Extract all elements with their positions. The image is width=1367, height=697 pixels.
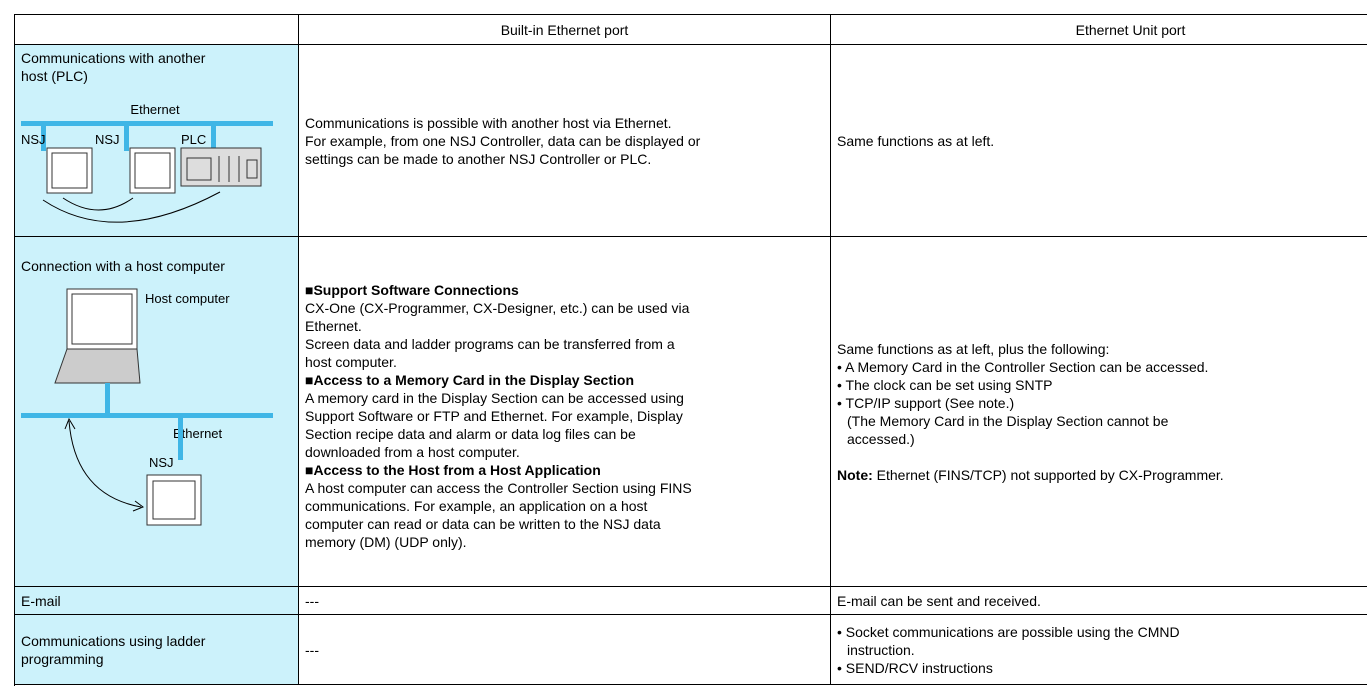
- monitor: [51, 152, 88, 189]
- note: Note: Ethernet (FINS/TCP) not supported …: [837, 466, 1367, 484]
- table-cell: Connection with a host computer: [15, 237, 299, 587]
- bullet-line: accessed.): [847, 430, 915, 447]
- table-cell: Communications is possible with another …: [299, 45, 831, 237]
- diagram-label: NSJ: [21, 132, 46, 147]
- drop: [41, 121, 46, 151]
- text-line: Screen data and ladder programs can be t…: [305, 335, 675, 352]
- table-cell: Built-in Ethernet port: [299, 15, 831, 45]
- note-label: Note:: [837, 466, 873, 483]
- bullet-line: • A Memory Card in the Controller Sectio…: [837, 358, 1209, 375]
- note-text: Ethernet (FINS/TCP) not supported by CX-…: [876, 466, 1224, 483]
- table-cell: Same functions as at left.: [831, 45, 1367, 237]
- table-cell: ■Support Software Connections CX-One (CX-…: [299, 237, 831, 587]
- text-line: memory (DM) (UDP only).: [305, 533, 467, 550]
- text-line: Same functions as at left.: [837, 132, 995, 149]
- table-cell: • Socket communications are possible usi…: [831, 615, 1367, 685]
- text-line: Communications is possible with another …: [305, 114, 672, 131]
- diagram-label: NSJ: [149, 455, 174, 470]
- monitor: [134, 152, 171, 189]
- text-line: A host computer can access the Controlle…: [305, 479, 692, 496]
- text-line: ---: [305, 592, 319, 609]
- text-line: E-mail: [21, 592, 61, 609]
- text-line: For example, from one NSJ Controller, da…: [305, 132, 701, 149]
- table-cell: Communications using ladder programming: [15, 615, 299, 685]
- text-line: Section recipe data and alarm or data lo…: [305, 425, 636, 442]
- text-line: computer can read or data can be written…: [305, 515, 661, 532]
- text-line: Ethernet.: [305, 317, 362, 334]
- arrowhead: [64, 417, 145, 512]
- text-line: Communications with another: [21, 50, 206, 66]
- text-line: Same functions as at left, plus the foll…: [837, 340, 1110, 357]
- comparison-table: Built-in Ethernet port Ethernet Unit port…: [14, 14, 1367, 686]
- bullet-line: • SEND/RCV instructions: [837, 659, 993, 676]
- bullet-line: (The Memory Card in the Display Section …: [847, 412, 1169, 429]
- drop: [105, 383, 110, 413]
- ethernet-bus: [21, 413, 273, 418]
- host-diagram: Host computer Ethernet NSJ: [21, 288, 273, 526]
- plc-diagram: Ethernet NSJ NSJ PLC: [21, 102, 273, 223]
- table-cell: E-mail can be sent and received.: [831, 587, 1367, 615]
- drop: [124, 121, 129, 151]
- diagram-label: NSJ: [95, 132, 120, 147]
- bullet-line: instruction.: [847, 641, 915, 658]
- column-header: Built-in Ethernet port: [500, 21, 629, 38]
- diagram-label: PLC: [181, 132, 206, 147]
- section-heading: ■Access to the Host from a Host Applicat…: [305, 461, 601, 478]
- column-header: Ethernet Unit port: [1075, 21, 1186, 38]
- table-cell: ---: [299, 615, 831, 685]
- table-cell: Ethernet Unit port: [831, 15, 1367, 45]
- text-line: host (PLC): [21, 68, 88, 84]
- text-line: Support Software or FTP and Ethernet. Fo…: [305, 407, 683, 424]
- table-cell: ---: [299, 587, 831, 615]
- text-line: downloaded from a host computer.: [305, 443, 520, 460]
- diagram-label: Host computer: [145, 291, 230, 306]
- diagram-label: Ethernet: [130, 102, 180, 117]
- text-line: ---: [305, 641, 319, 658]
- text-line: Communications using ladder: [21, 632, 206, 649]
- text-line: CX-One (CX-Programmer, CX-Designer, etc.…: [305, 299, 690, 316]
- drop: [178, 418, 183, 460]
- text-line: programming: [21, 650, 104, 667]
- arrow: [62, 197, 134, 211]
- table-cell: Communications with another host (PLC): [15, 45, 299, 237]
- section-heading: ■Support Software Connections: [305, 281, 519, 298]
- section-heading: ■Access to a Memory Card in the Display …: [305, 371, 634, 388]
- table-cell: [15, 15, 299, 45]
- text-line: host computer.: [305, 353, 397, 370]
- bullet-line: • The clock can be set using SNTP: [837, 376, 1053, 393]
- text-line: A memory card in the Display Section can…: [305, 389, 684, 406]
- ethernet-bus: [21, 121, 273, 126]
- diagram-label: Ethernet: [173, 426, 223, 441]
- laptop-screen: [71, 293, 133, 345]
- bullet-line: • Socket communications are possible usi…: [837, 623, 1180, 640]
- laptop-base: [54, 348, 141, 384]
- table-cell: E-mail: [15, 587, 299, 615]
- table-cell: Same functions as at left, plus the foll…: [831, 237, 1367, 587]
- arrow: [42, 191, 221, 223]
- text-line: communications. For example, an applicat…: [305, 497, 648, 514]
- plc-detail: [186, 156, 258, 182]
- arrow: [68, 420, 142, 508]
- bullet-line: • TCP/IP support (See note.): [837, 394, 1015, 411]
- text-line: Connection with a host computer: [21, 258, 225, 274]
- drop: [211, 121, 216, 151]
- text-line: settings can be made to another NSJ Cont…: [305, 150, 652, 167]
- monitor: [152, 480, 196, 520]
- text-line: E-mail can be sent and received.: [837, 592, 1041, 609]
